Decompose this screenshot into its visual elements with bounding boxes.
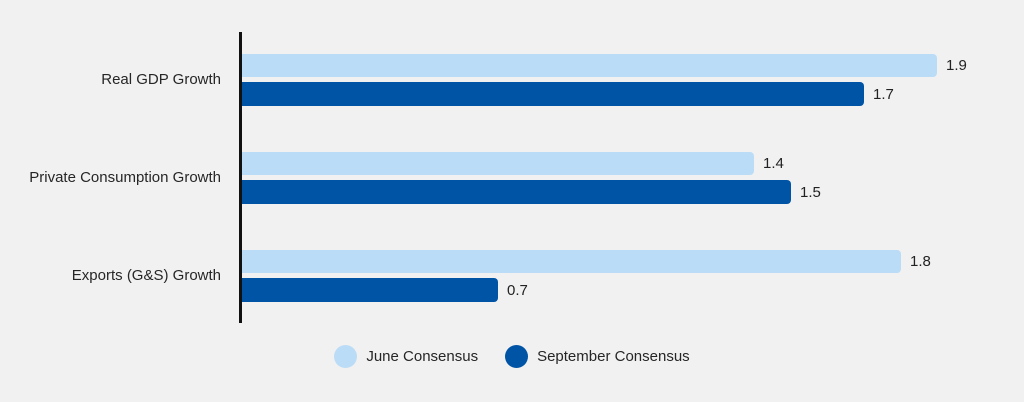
legend-swatch-circle bbox=[334, 345, 358, 368]
bar-value-label: 1.5 bbox=[800, 183, 821, 201]
bar-group: 1.9 1.7 bbox=[242, 54, 1024, 106]
category-row: Private Consumption Growth 1.4 1.5 bbox=[0, 152, 1024, 204]
bar-value-label: 1.9 bbox=[946, 57, 967, 74]
bar-row: 0.7 bbox=[242, 278, 1024, 302]
legend-item-september: September Consensus bbox=[505, 345, 690, 368]
legend-label: June Consensus bbox=[366, 348, 479, 365]
june-consensus-bar bbox=[242, 54, 937, 77]
september-consensus-bar bbox=[242, 278, 498, 302]
legend-swatch-circle bbox=[505, 345, 529, 368]
category-label: Private Consumption Growth bbox=[29, 169, 221, 186]
bar-value-label: 1.4 bbox=[763, 155, 784, 172]
category-label: Exports (G&S) Growth bbox=[71, 267, 221, 284]
bar-row: 1.7 bbox=[242, 82, 1024, 106]
june-consensus-bar bbox=[242, 250, 901, 273]
bar-row: 1.9 bbox=[242, 54, 1024, 77]
category-row: Exports (G&S) Growth 1.8 0.7 bbox=[0, 250, 1024, 302]
bar-row: 1.4 bbox=[242, 152, 1024, 175]
september-consensus-bar bbox=[242, 82, 864, 106]
bar-group: 1.4 1.5 bbox=[242, 152, 1024, 204]
june-consensus-bar bbox=[242, 152, 754, 175]
bar-value-label: 1.7 bbox=[873, 85, 894, 103]
bar-value-label: 1.8 bbox=[910, 253, 931, 270]
category-label: Real GDP Growth bbox=[101, 71, 221, 88]
bar-row: 1.5 bbox=[242, 180, 1024, 204]
september-consensus-bar bbox=[242, 180, 791, 204]
y-axis-line bbox=[239, 32, 242, 323]
legend-label: September Consensus bbox=[537, 348, 690, 365]
bar-group: 1.8 0.7 bbox=[242, 250, 1024, 302]
category-row: Real GDP Growth 1.9 1.7 bbox=[0, 54, 1024, 106]
bar-value-label: 0.7 bbox=[507, 281, 528, 299]
bar-row: 1.8 bbox=[242, 250, 1024, 273]
legend-item-june: June Consensus bbox=[334, 345, 478, 368]
chart-legend: June Consensus September Consensus bbox=[0, 345, 1024, 368]
plot-area: Real GDP Growth 1.9 1.7 Private Consumption… bbox=[0, 54, 1024, 302]
